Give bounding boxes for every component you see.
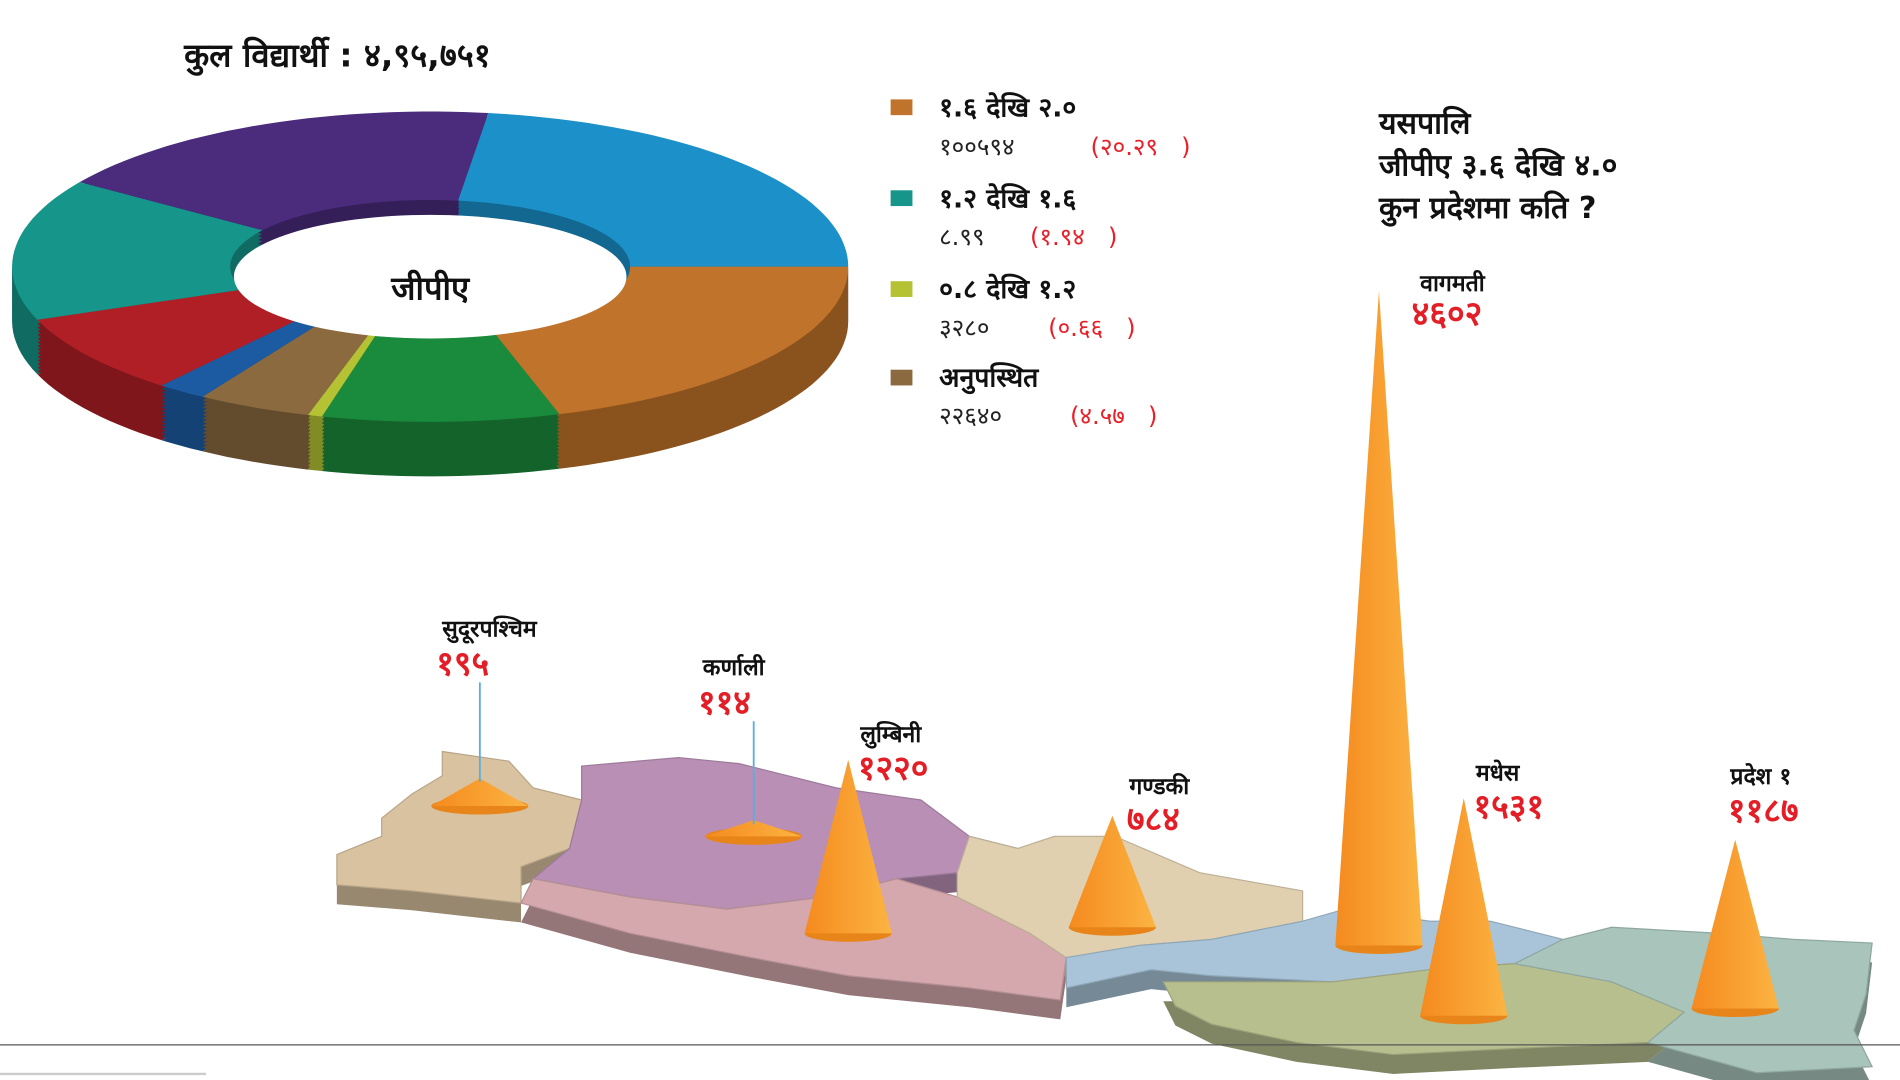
legend: १.६ देखि २.० १००५९४ (२०.२९ ) १.२ देखि १.… — [890, 91, 1191, 430]
legend-count: १००५९४ — [939, 133, 1015, 161]
province-value-cone — [1420, 798, 1508, 1016]
province-value: १२२० — [858, 749, 929, 788]
province-name: सुदूरपश्चिम — [441, 614, 538, 644]
donut-segment — [321, 330, 560, 422]
donut-center-label: जीपीए — [390, 269, 471, 307]
province-value: १९५ — [436, 645, 489, 684]
legend-count: ८.९९ — [939, 223, 984, 251]
province-value-cone — [804, 759, 892, 934]
legend-percent: (१.९४ ) — [1030, 223, 1117, 251]
province-region — [336, 750, 583, 904]
donut-segment — [307, 330, 379, 417]
legend-label: अनुपस्थित — [939, 362, 1040, 395]
gpa-donut-chart — [12, 111, 849, 477]
province-value-cone — [705, 820, 803, 837]
legend-percent: (४.५७ ) — [1070, 402, 1157, 430]
title-line: यसपालि — [1378, 105, 1472, 141]
donut-hole — [233, 214, 627, 339]
province-value-cone — [1691, 839, 1779, 1009]
province-labels: सुदूरपश्चिम १९५ कर्णाली ११४ लुम्बिनी १२२… — [436, 269, 1798, 839]
donut-segment — [37, 289, 302, 386]
province-value-cone — [1068, 815, 1156, 928]
province-value: १५३१ — [1473, 788, 1544, 827]
legend-percent: (२०.२९ ) — [1091, 133, 1191, 161]
province-value: ११४ — [698, 684, 751, 723]
legend-swatch — [890, 369, 913, 386]
legend-item: १.६ देखि २.० १००५९४ (२०.२९ ) — [890, 91, 1191, 161]
province-value-cone — [431, 778, 529, 807]
province-name: मधेस — [1475, 759, 1521, 787]
province-name: वागमती — [1419, 269, 1486, 297]
total-students-title: कुल विद्यार्थी : ४,९५,७५१ — [183, 37, 491, 77]
province-value: ७८४ — [1127, 800, 1180, 839]
legend-count: ३२८० — [939, 314, 989, 342]
province-value: ४६०२ — [1412, 295, 1483, 334]
legend-item: १.२ देखि १.६ ८.९९ (१.९४ ) — [890, 182, 1117, 251]
legend-swatch — [890, 190, 913, 207]
title-line: कुन प्रदेशमा कति ? — [1378, 190, 1596, 227]
province-name: प्रदेश १ — [1729, 762, 1791, 790]
legend-label: १.२ देखि १.६ — [939, 182, 1076, 214]
legend-percent: (०.६६ ) — [1048, 314, 1135, 342]
province-name: गण्डकी — [1128, 772, 1190, 800]
title-line: जीपीए ३.६ देखि ४.० — [1378, 148, 1617, 184]
province-value: ११८७ — [1728, 792, 1799, 831]
legend-swatch — [890, 281, 913, 297]
province-name: लुम्बिनी — [859, 720, 922, 749]
donut-segment — [12, 182, 263, 320]
legend-swatch — [890, 99, 913, 116]
legend-count: २२६४० — [939, 402, 1002, 430]
legend-item: अनुपस्थित २२६४० (४.५७ ) — [890, 362, 1157, 430]
province-name: कर्णाली — [702, 653, 766, 681]
legend-item: ०.८ देखि १.२ ३२८० (०.६६ ) — [890, 273, 1136, 342]
province-cones — [431, 290, 1779, 1025]
legend-label: १.६ देखि २.० — [939, 91, 1076, 123]
province-chart-title: यसपालि जीपीए ३.६ देखि ४.० कुन प्रदेशमा क… — [1378, 105, 1617, 227]
province-region — [1512, 926, 1874, 1074]
donut-segment — [202, 322, 372, 416]
donut-segment — [161, 317, 322, 397]
province-value-cone — [1335, 290, 1423, 946]
legend-label: ०.८ देखि १.२ — [939, 273, 1076, 305]
donut-segment — [458, 112, 849, 267]
donut-segment — [79, 111, 489, 231]
donut-segment — [491, 266, 849, 415]
